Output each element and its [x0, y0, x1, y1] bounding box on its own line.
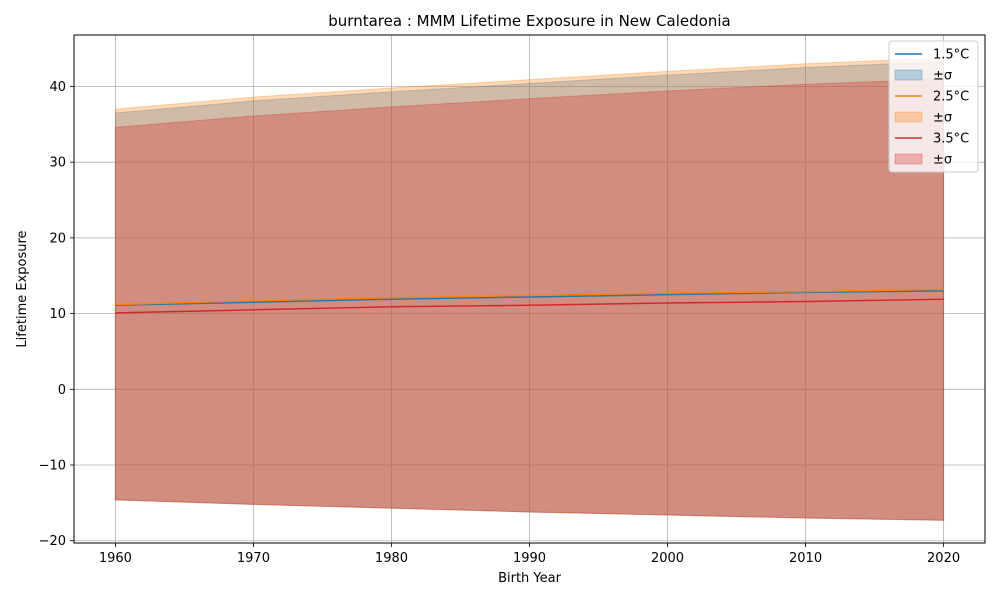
- legend: 1.5°C ±σ 2.5°C ±σ 3.5°C ±σ: [888, 40, 979, 173]
- legend-band-label-35: ±σ: [933, 153, 952, 168]
- band-25: [114, 57, 945, 521]
- legend-label-35: 3.5°C: [933, 132, 969, 147]
- legend-band-label-15: ±σ: [933, 69, 952, 84]
- y-axis-title: Lifetime Exposure: [15, 230, 30, 347]
- grid: [74, 35, 985, 543]
- legend-label-25: 2.5°C: [933, 90, 969, 105]
- x-axis-title: Birth Year: [498, 571, 562, 586]
- legend-label-15: 1.5°C: [933, 48, 969, 63]
- x-tick-label: 1980: [375, 551, 408, 566]
- band-35: [114, 78, 945, 521]
- legend-band-label-25: ±σ: [933, 111, 952, 126]
- y-tick-label: 10: [49, 307, 66, 322]
- legend-patch-35: [894, 153, 923, 165]
- y-tick-label: 20: [49, 231, 66, 246]
- line-35: [115, 298, 944, 314]
- x-tick-label: 2000: [651, 551, 684, 566]
- x-tick-label: 2010: [789, 551, 822, 566]
- y-tick-label: 0: [58, 383, 66, 398]
- x-tick-label: 1990: [513, 551, 546, 566]
- line-15: [115, 290, 944, 307]
- series-lines: [115, 288, 944, 314]
- x-tick-label: 2020: [927, 551, 960, 566]
- x-tick-label: 1970: [237, 551, 270, 566]
- x-tick-label: 1960: [99, 551, 132, 566]
- ticks: 1960 1970 1980 1990 2000 2010 2020 −20 −10 0 10 20 3…: [39, 80, 961, 566]
- y-tick-label: −20: [39, 534, 66, 549]
- y-tick-label: 40: [49, 80, 66, 95]
- legend-patch-25: [894, 111, 923, 123]
- legend-patch-15: [894, 69, 923, 81]
- line-25: [115, 288, 944, 306]
- band-15: [114, 60, 945, 521]
- y-tick-label: 30: [49, 156, 66, 171]
- bands: [114, 57, 945, 521]
- legend-box: [888, 40, 979, 173]
- chart-title: burntarea : MMM Lifetime Exposure in New…: [328, 12, 730, 30]
- y-tick-label: −10: [39, 459, 66, 474]
